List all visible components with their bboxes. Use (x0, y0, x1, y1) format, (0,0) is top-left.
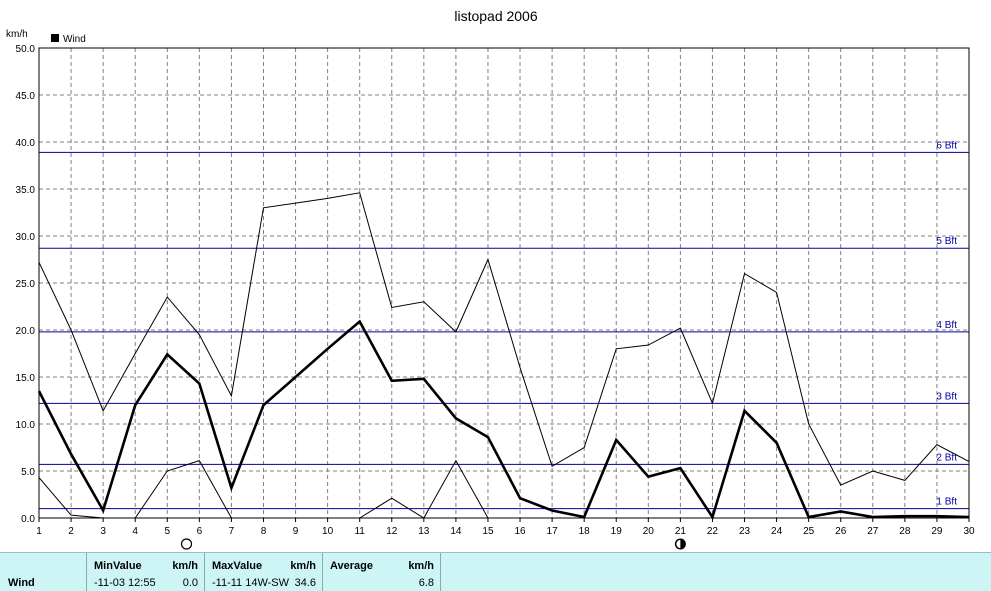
max-value: 34.6 (294, 577, 316, 589)
y-axis-unit: km/h (6, 29, 28, 40)
y-tick-label: 20.0 (16, 326, 36, 337)
summary-avg-cell: Average km/h 6.8 (323, 553, 441, 591)
beaufort-lines: 1 Bft 2 Bft 3 Bft 4 Bft 5 Bft 6 Bft (39, 140, 969, 510)
y-tick-label: 30.0 (16, 232, 36, 243)
chart-title: listopad 2006 (454, 8, 538, 24)
x-tick-label: 22 (707, 526, 719, 537)
summary-panel: Wind MinValue km/h -11-03 12:55 0.0 MaxV… (0, 552, 991, 591)
y-tick-label: 45.0 (16, 91, 36, 102)
max-unit: km/h (290, 560, 316, 572)
x-tick-label: 8 (261, 526, 267, 537)
y-tick-label: 25.0 (16, 279, 36, 290)
x-tick-label: 13 (418, 526, 430, 537)
beaufort-label: 2 Bft (936, 452, 957, 463)
x-tick-label: 9 (293, 526, 299, 537)
x-tick-label: 18 (579, 526, 591, 537)
x-tick-label: 1 (36, 526, 42, 537)
min-when: -11-03 12:55 (94, 577, 156, 589)
x-tick-label: 20 (643, 526, 655, 537)
y-tick-label: 50.0 (16, 44, 36, 55)
axes: 0.0 5.0 10.0 15.0 20.0 25.0 30.0 35.0 40.0 45.0 50… (16, 44, 975, 550)
x-tick-label: 25 (803, 526, 815, 537)
x-tick-label: 15 (482, 526, 494, 537)
x-tick-label: 4 (132, 526, 138, 537)
x-tick-label: 16 (514, 526, 526, 537)
x-tick-label: 19 (611, 526, 623, 537)
series-line-average (37, 319, 970, 521)
avg-value: 6.8 (418, 577, 434, 589)
beaufort-label: 6 Bft (936, 140, 957, 151)
new-moon-highlight (676, 540, 681, 548)
x-tick-label: 24 (771, 526, 783, 537)
x-tick-label: 2 (68, 526, 74, 537)
x-tick-label: 27 (867, 526, 879, 537)
max-when: -11-11 14W-SW (212, 577, 290, 589)
plot-frame (38, 47, 970, 519)
x-tick-label: 6 (197, 526, 203, 537)
max-header: MaxValue (212, 560, 263, 572)
y-tick-label: 15.0 (16, 373, 36, 384)
min-header: MinValue (94, 560, 142, 572)
x-tick-label: 21 (675, 526, 687, 537)
summary-min-cell: MinValue km/h -11-03 12:55 0.0 (87, 553, 205, 591)
y-tick-label: 40.0 (16, 138, 36, 149)
x-tick-label: 26 (835, 526, 847, 537)
y-tick-label: 10.0 (16, 420, 36, 431)
x-tick-label: 17 (547, 526, 559, 537)
full-moon-icon (180, 538, 193, 550)
x-tick-label: 30 (963, 526, 975, 537)
grid (39, 48, 969, 518)
x-tick-label: 11 (354, 526, 365, 537)
series-line-max (38, 192, 970, 486)
x-tick-label: 23 (739, 526, 751, 537)
x-tick-label: 7 (229, 526, 235, 537)
beaufort-label: 1 Bft (936, 497, 957, 508)
summary-row-label: Wind (8, 577, 35, 589)
series (37, 192, 970, 521)
y-tick-label: 35.0 (16, 185, 36, 196)
min-unit: km/h (172, 560, 198, 572)
x-tick-label: 5 (164, 526, 170, 537)
y-tick-label: 5.0 (21, 467, 35, 478)
avg-unit: km/h (408, 560, 434, 572)
x-tick-label: 12 (386, 526, 398, 537)
x-tick-label: 14 (450, 526, 462, 537)
x-tick-label: 29 (931, 526, 943, 537)
summary-max-cell: MaxValue km/h -11-11 14W-SW 34.6 (205, 553, 323, 591)
summary-row-label-cell: Wind (0, 553, 87, 591)
min-value: 0.0 (182, 577, 198, 589)
beaufort-label: 3 Bft (936, 391, 957, 402)
wind-chart: listopad 2006 km/h Wind 1 Bft 2 Bft 3 Bft 4… (6, 8, 975, 550)
y-tick-label: 0.0 (21, 514, 35, 525)
x-tick-label: 10 (322, 526, 334, 537)
legend-swatch (51, 34, 59, 42)
avg-header: Average (330, 560, 374, 572)
x-tick-label: 3 (100, 526, 106, 537)
legend-label: Wind (63, 34, 86, 45)
beaufort-label: 5 Bft (936, 236, 957, 247)
x-tick-label: 28 (899, 526, 911, 537)
beaufort-label: 4 Bft (936, 320, 957, 331)
